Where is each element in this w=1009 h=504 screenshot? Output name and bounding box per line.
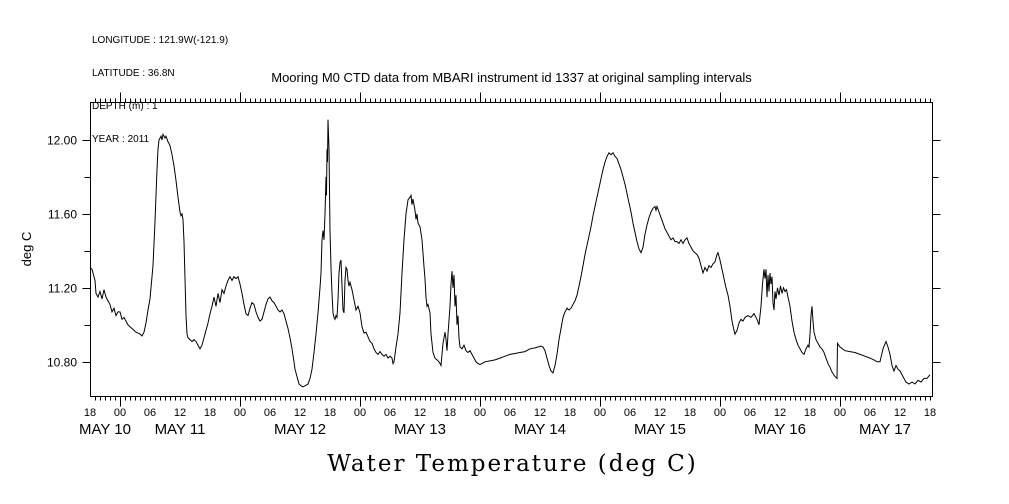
x-date-label: MAY 16 [754, 421, 806, 438]
x-axis-hour-labels: 18 00 06 12 18 00 06 12 18 00 06 12 18 00 06 12 18 00 06 12… [84, 407, 936, 419]
y-tick-label: 11.20 [48, 282, 77, 296]
x-hour-label: 00 [834, 407, 846, 419]
plot-title: Mooring M0 CTD data from MBARI instrumen… [271, 70, 752, 85]
x-date-label: MAY 11 [155, 421, 206, 438]
x-hour-label: 12 [174, 407, 186, 419]
temperature-data-line [89, 119, 931, 388]
x-hour-label: 12 [534, 407, 546, 419]
x-hour-label: 12 [294, 407, 306, 419]
y-tick-label: 12.00 [47, 134, 77, 148]
x-hour-label: 12 [654, 407, 666, 419]
x-date-label: MAY 12 [274, 421, 326, 438]
x-hour-label: 18 [204, 407, 216, 419]
x-hour-label: 06 [144, 407, 156, 419]
x-hour-label: 18 [684, 407, 696, 419]
x-axis-caption: Water Temperature (deg C) [327, 451, 698, 477]
x-hour-label: 18 [924, 407, 936, 419]
x-date-label: MAY 10 [79, 421, 131, 438]
x-hour-label: 12 [894, 407, 906, 419]
x-hour-label: 06 [264, 407, 276, 419]
x-hour-label: 12 [414, 407, 426, 419]
x-hour-label: 12 [774, 407, 786, 419]
meta-depth: DEPTH (m) : 1 [92, 101, 158, 112]
x-hour-label: 00 [714, 407, 726, 419]
x-date-label: MAY 14 [514, 421, 566, 438]
plot-frame [90, 102, 933, 397]
metadata-block: LONGITUDE : 121.9W(-121.9) LATITUDE : 36… [92, 13, 228, 167]
y-axis-ticks [82, 140, 941, 363]
x-hour-label: 18 [564, 407, 576, 419]
y-axis-labels: 12.00 11.60 11.20 10.80 [47, 134, 77, 370]
x-hour-label: 06 [504, 407, 516, 419]
x-hour-label: 18 [324, 407, 336, 419]
meta-year: YEAR : 2011 [92, 134, 150, 145]
x-hour-label: 18 [444, 407, 456, 419]
x-hour-label: 06 [864, 407, 876, 419]
x-date-label: MAY 13 [394, 421, 446, 438]
x-hour-label: 18 [84, 407, 96, 419]
x-hour-label: 06 [624, 407, 636, 419]
x-axis-date-labels: MAY 10 MAY 11 MAY 12 MAY 13 MAY 14 MAY 15 MAY … [79, 421, 911, 438]
meta-latitude: LATITUDE : 36.8N [92, 68, 175, 79]
x-hour-label: 18 [804, 407, 816, 419]
meta-longitude: LONGITUDE : 121.9W(-121.9) [92, 35, 229, 46]
x-axis-ticks [95, 92, 931, 407]
x-hour-label: 00 [354, 407, 366, 419]
x-date-label: MAY 15 [634, 421, 686, 438]
y-tick-label: 11.60 [48, 208, 77, 222]
y-axis-title: deg C [19, 232, 34, 267]
x-hour-label: 06 [384, 407, 396, 419]
x-hour-label: 06 [744, 407, 756, 419]
x-hour-label: 00 [594, 407, 606, 419]
x-date-label: MAY 17 [859, 421, 911, 438]
y-tick-label: 10.80 [47, 356, 77, 370]
x-hour-label: 00 [114, 407, 126, 419]
x-hour-label: 00 [474, 407, 486, 419]
x-hour-label: 00 [234, 407, 246, 419]
